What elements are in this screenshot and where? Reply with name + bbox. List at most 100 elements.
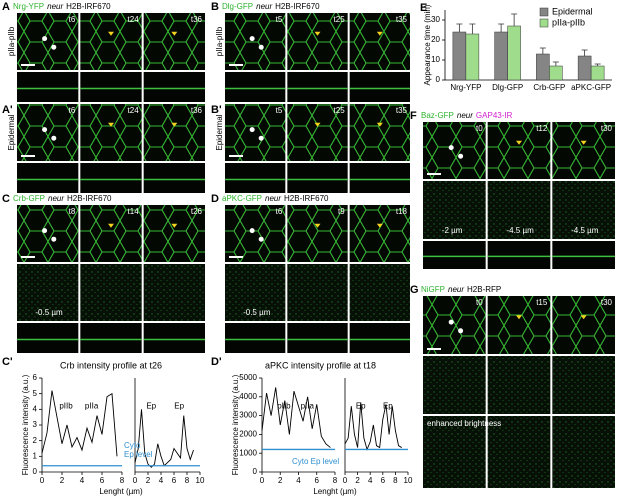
error-bar — [469, 23, 476, 34]
x-tick-label: 8 — [333, 476, 338, 485]
microscopy-tile — [287, 264, 348, 321]
x-tick-label: 4 — [368, 476, 373, 485]
marker-name: aPKC-GFP — [222, 194, 262, 203]
x-tick-label: 8 — [393, 476, 398, 485]
microscopy-tile — [225, 264, 286, 321]
profile-line — [41, 390, 118, 457]
nucleus-dot — [51, 135, 57, 141]
microscopy-tile — [349, 264, 410, 321]
panel-label: E — [420, 2, 427, 14]
kymograph-strip — [80, 163, 142, 193]
annotation: Ep — [356, 401, 366, 410]
nucleus-name: H2B-RFP — [467, 285, 501, 294]
microscopy-tile — [349, 205, 410, 262]
x-tick-label: 10 — [404, 476, 413, 485]
microscopy-tile — [143, 264, 205, 321]
nucleus-dot — [42, 228, 48, 234]
depth-label: -0.5 µm — [243, 308, 271, 317]
side-label: Epidermal — [215, 114, 224, 150]
kymograph-strip — [143, 72, 205, 102]
microscopy-tile — [80, 104, 142, 161]
y-tick-label: 10 — [431, 55, 440, 64]
kymograph-strip — [17, 163, 79, 193]
y-axis-label: Appearance time (min) — [423, 4, 432, 85]
marker-name: Nrg-YFP — [13, 2, 44, 11]
y-tick-label: 5000 — [239, 373, 257, 382]
y-tick-label: 1000 — [239, 448, 257, 457]
microscopy-tile — [552, 356, 615, 414]
annotation: pIIb — [277, 401, 291, 410]
time-label: t5 — [276, 106, 283, 115]
microscopy-tile — [487, 416, 551, 488]
y-tick-label: 5 — [33, 389, 38, 398]
nucleus-dot — [448, 145, 454, 151]
depth-label: -0.5 µm — [35, 308, 63, 317]
microscopy-tile — [423, 122, 486, 179]
microscopy-tile — [487, 356, 551, 414]
time-label: t12 — [536, 124, 548, 133]
y-tick-label: 4 — [33, 404, 38, 413]
driver-name: neur — [47, 2, 63, 11]
kymograph-strip — [225, 72, 286, 102]
kymograph-strip — [225, 323, 286, 353]
microscopy-tile — [552, 416, 615, 488]
nucleus-dot — [42, 127, 48, 133]
x-tick-label: 6 — [381, 476, 386, 485]
y-tick-label: 0 — [436, 75, 441, 84]
nucleus-dot — [249, 127, 255, 133]
cyto-label: Cyto — [124, 441, 141, 450]
x-tick-label: 4 — [80, 476, 85, 485]
nucleus-dot — [458, 328, 464, 334]
bar — [452, 31, 467, 81]
microscopy-tile — [143, 104, 205, 161]
microscopy-tile — [80, 13, 142, 70]
bar — [507, 25, 521, 81]
arrowhead — [376, 31, 383, 36]
kymograph-strip — [349, 163, 410, 193]
panel-title: Dlg-GFP neur H2B-IRF670 — [222, 2, 320, 11]
time-label: t9 — [338, 207, 345, 216]
x-tick-label: 0 — [133, 476, 138, 485]
arrowhead — [314, 31, 321, 36]
time-label: t6 — [276, 207, 283, 216]
annotation: Ep — [174, 401, 184, 410]
chart-title: aPKC intensity profile at t18 — [265, 360, 376, 370]
axis — [344, 378, 408, 473]
marker-name: NiGFP — [421, 285, 445, 294]
nucleus-dot — [51, 44, 57, 50]
annotation: pIIb — [59, 401, 73, 410]
microscopy-tile — [349, 13, 410, 70]
marker-name: Crb-GFP — [13, 194, 45, 203]
legend-swatch — [539, 7, 549, 17]
driver-name: neur — [256, 2, 272, 11]
arrowhead — [376, 122, 383, 127]
panel-label: B' — [211, 104, 222, 116]
arrowhead — [171, 31, 178, 36]
panel-label: D' — [211, 356, 222, 368]
arrowhead — [516, 140, 522, 145]
time-label: t0 — [476, 124, 483, 133]
error-bar — [511, 13, 518, 26]
annotation: pIIa — [301, 401, 315, 410]
kymograph-strip — [487, 241, 551, 269]
time-label: t25 — [334, 106, 346, 115]
side-label: pIIa-pIIb — [7, 26, 16, 56]
driver-name: neur — [448, 285, 464, 294]
microscopy-tile — [552, 181, 615, 239]
bar — [536, 53, 550, 81]
panel-title: Crb-GFP neur H2B-IRF670 — [13, 194, 112, 203]
depth-label: -4.5 µm — [506, 226, 534, 235]
time-label: t25 — [334, 15, 346, 24]
legend-swatch — [539, 18, 549, 28]
microscopy-tile — [552, 122, 615, 179]
microscopy-tile — [349, 104, 410, 161]
bar — [465, 33, 480, 81]
microscopy-tile — [17, 13, 79, 70]
legend-label: Epidermal — [552, 6, 593, 16]
cyto-label: Ep level — [124, 450, 153, 459]
arrowhead — [171, 223, 178, 228]
side-label: pIIa-pIIb — [215, 26, 224, 56]
kymograph-strip — [552, 241, 615, 269]
x-tick-label: 8 — [120, 476, 125, 485]
y-tick-label: 30 — [431, 15, 440, 24]
